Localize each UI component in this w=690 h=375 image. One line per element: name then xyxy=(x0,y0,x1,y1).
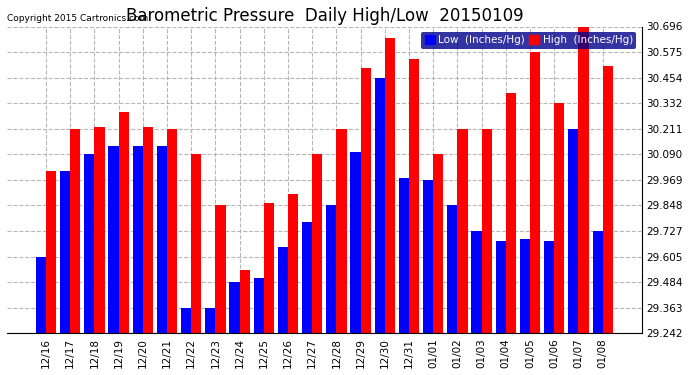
Bar xyxy=(239,270,250,333)
Bar xyxy=(409,59,420,333)
Bar xyxy=(108,146,119,333)
Bar xyxy=(191,154,201,333)
Bar xyxy=(578,27,589,333)
Bar xyxy=(399,177,409,333)
Bar xyxy=(167,129,177,333)
Bar xyxy=(544,241,554,333)
Bar xyxy=(593,231,602,333)
Bar xyxy=(506,93,516,333)
Bar xyxy=(205,308,215,333)
Title: Barometric Pressure  Daily High/Low  20150109: Barometric Pressure Daily High/Low 20150… xyxy=(126,7,523,25)
Bar xyxy=(457,129,468,333)
Bar xyxy=(230,282,239,333)
Bar xyxy=(254,278,264,333)
Bar xyxy=(482,129,492,333)
Bar xyxy=(361,68,371,333)
Bar xyxy=(375,78,385,333)
Bar xyxy=(181,308,191,333)
Bar xyxy=(119,112,129,333)
Bar xyxy=(326,206,337,333)
Legend: Low  (Inches/Hg), High  (Inches/Hg): Low (Inches/Hg), High (Inches/Hg) xyxy=(421,32,636,49)
Bar xyxy=(278,247,288,333)
Bar xyxy=(70,129,80,333)
Bar xyxy=(302,222,312,333)
Bar xyxy=(569,129,578,333)
Bar xyxy=(288,194,298,333)
Bar xyxy=(433,154,444,333)
Bar xyxy=(471,231,482,333)
Bar xyxy=(143,127,153,333)
Bar xyxy=(337,129,346,333)
Bar xyxy=(312,154,322,333)
Bar xyxy=(60,171,70,333)
Bar xyxy=(351,152,361,333)
Bar xyxy=(602,66,613,333)
Bar xyxy=(84,154,95,333)
Text: Copyright 2015 Cartronics.com: Copyright 2015 Cartronics.com xyxy=(7,14,148,23)
Bar xyxy=(157,146,167,333)
Bar xyxy=(423,180,433,333)
Bar xyxy=(554,103,564,333)
Bar xyxy=(36,256,46,333)
Bar xyxy=(447,206,457,333)
Bar xyxy=(385,38,395,333)
Bar xyxy=(520,239,530,333)
Bar xyxy=(95,127,105,333)
Bar xyxy=(264,203,274,333)
Bar xyxy=(46,171,56,333)
Bar xyxy=(215,206,226,333)
Bar xyxy=(495,241,506,333)
Bar xyxy=(530,52,540,333)
Bar xyxy=(132,146,143,333)
